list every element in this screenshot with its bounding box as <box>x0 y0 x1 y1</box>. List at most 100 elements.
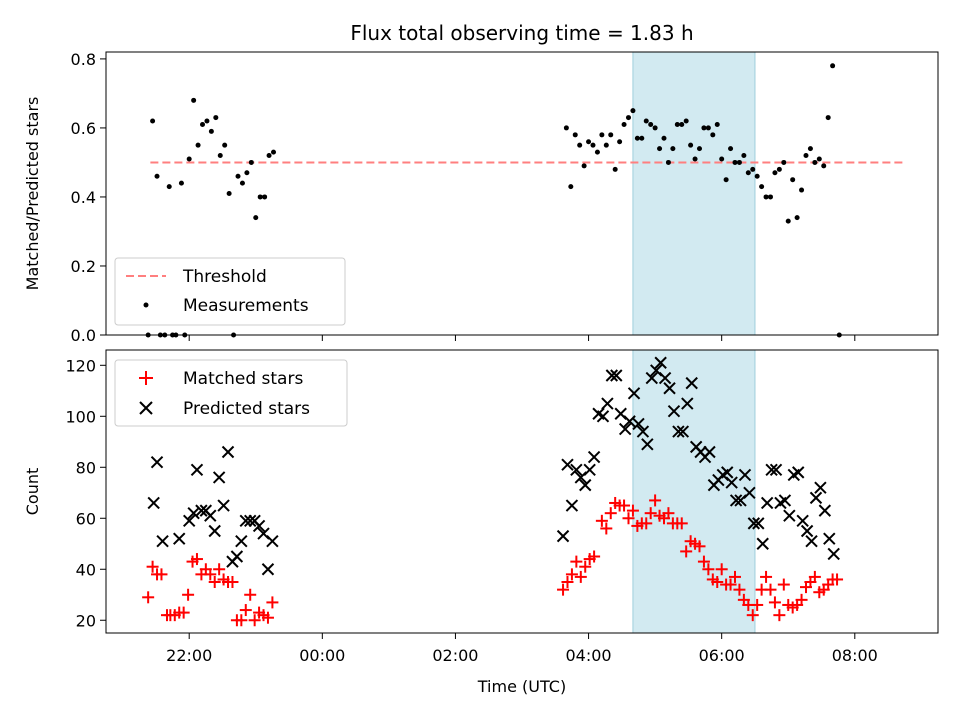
measurement-point <box>785 218 791 224</box>
measurement-point <box>262 194 268 200</box>
measurement-point <box>688 142 694 148</box>
count-legend: Matched stars Predicted stars <box>114 359 348 427</box>
legend-matched-swatch <box>139 371 153 385</box>
measurement-point <box>657 146 663 152</box>
matched-star-point <box>561 576 574 589</box>
measurement-point <box>803 153 809 159</box>
predicted-star-point <box>173 532 186 545</box>
ratio-legend: Threshold Measurements <box>114 257 346 326</box>
highlight-span-bottom <box>632 349 756 634</box>
predicted-star-point <box>681 397 694 410</box>
matched-star-point <box>574 570 587 583</box>
matched-star-point <box>724 578 737 591</box>
matched-star-point <box>777 578 790 591</box>
measurement-point <box>257 194 263 200</box>
y-tick-label: 20 <box>76 611 96 630</box>
legend-predicted-label: Predicted stars <box>183 399 310 419</box>
matched-star-point <box>626 504 639 517</box>
predicted-star-point <box>239 514 252 528</box>
matched-star-point <box>773 609 786 622</box>
predicted-star-point <box>747 517 761 530</box>
measurement-point <box>217 153 223 159</box>
matched-star-point <box>235 614 248 627</box>
measurement-point <box>670 146 676 152</box>
x-tick-label: 08:00 <box>832 646 878 665</box>
matched-star-point <box>226 576 239 589</box>
matched-star-point <box>649 494 662 507</box>
predicted-star-point <box>150 455 164 469</box>
measurement-point <box>563 125 569 131</box>
y-tick-label: 0.6 <box>71 119 96 138</box>
matched-star-point <box>711 576 724 589</box>
count-legend-box <box>114 359 348 427</box>
x-axis-label: Time (UTC) <box>477 677 566 696</box>
measurement-point <box>625 115 631 121</box>
measurement-point <box>679 121 685 127</box>
predicted-star-point <box>587 450 601 464</box>
predicted-star-point <box>204 509 217 522</box>
x-tick-label: 04:00 <box>566 646 612 665</box>
measurement-point <box>271 149 277 155</box>
matched-star-point <box>644 507 657 520</box>
measurement-point <box>830 63 836 69</box>
measurement-point <box>248 159 254 165</box>
predicted-star-point <box>769 463 783 477</box>
count-x-ticks: 22:00 00:00 02:00 04:00 06:00 08:00 <box>166 633 878 665</box>
measurement-point <box>213 115 219 121</box>
measurement-point <box>200 121 206 127</box>
measurement-point <box>150 118 156 124</box>
legend-threshold-label: Threshold <box>182 267 267 287</box>
predicted-star-point <box>605 369 619 382</box>
measurement-point <box>612 166 618 172</box>
predicted-star-point <box>147 496 160 510</box>
matched-star-point <box>640 517 653 530</box>
predicted-star-point <box>818 504 832 517</box>
matched-star-point <box>702 563 715 576</box>
y-tick-label: 60 <box>76 509 96 528</box>
predicted-star-point <box>235 535 248 548</box>
predicted-star-point <box>765 463 778 477</box>
measurement-point <box>736 159 742 165</box>
predicted-star-point <box>623 415 636 428</box>
matched-star-point <box>588 550 601 563</box>
predicted-star-point <box>565 499 579 512</box>
predicted-star-point <box>208 524 221 538</box>
measurement-point <box>239 180 245 186</box>
predicted-star-point <box>800 524 814 538</box>
measurement-point <box>732 159 738 165</box>
legend-measurements-label: Measurements <box>183 296 309 316</box>
matched-star-point <box>266 596 279 609</box>
measurement-point <box>244 170 250 176</box>
measurement-point <box>226 191 232 196</box>
predicted-star-point <box>156 535 169 548</box>
matched-star-point <box>600 522 613 535</box>
matched-star-point <box>618 499 631 512</box>
measurement-point <box>728 146 734 152</box>
measurement-point <box>568 184 574 190</box>
measurement-point <box>776 166 782 172</box>
matched-star-point <box>208 576 221 589</box>
measurement-point <box>692 156 698 162</box>
measurement-point <box>204 118 210 124</box>
measurement-point <box>266 153 272 159</box>
predicted-star-point <box>654 356 667 369</box>
predicted-star-point <box>792 466 805 479</box>
ratio-y-ticks: 0.0 0.2 0.4 0.6 0.8 <box>71 50 106 345</box>
measurement-point <box>816 156 822 162</box>
matched-star-point <box>760 570 773 583</box>
y-tick-label: 0.0 <box>71 326 96 345</box>
matched-star-point <box>680 545 693 558</box>
measurement-point <box>581 163 587 169</box>
matched-star-point <box>795 593 808 606</box>
ratio-x-ticks <box>188 335 856 341</box>
predicted-star-point <box>703 445 716 459</box>
predicted-star-point <box>556 529 570 543</box>
predicted-star-point <box>778 494 792 507</box>
predicted-star-point <box>796 514 809 528</box>
predicted-star-point <box>190 463 204 477</box>
measurement-point <box>683 118 689 124</box>
predicted-star-point <box>814 481 827 494</box>
x-tick-label: 02:00 <box>432 646 478 665</box>
predicted-star-point <box>805 535 818 548</box>
